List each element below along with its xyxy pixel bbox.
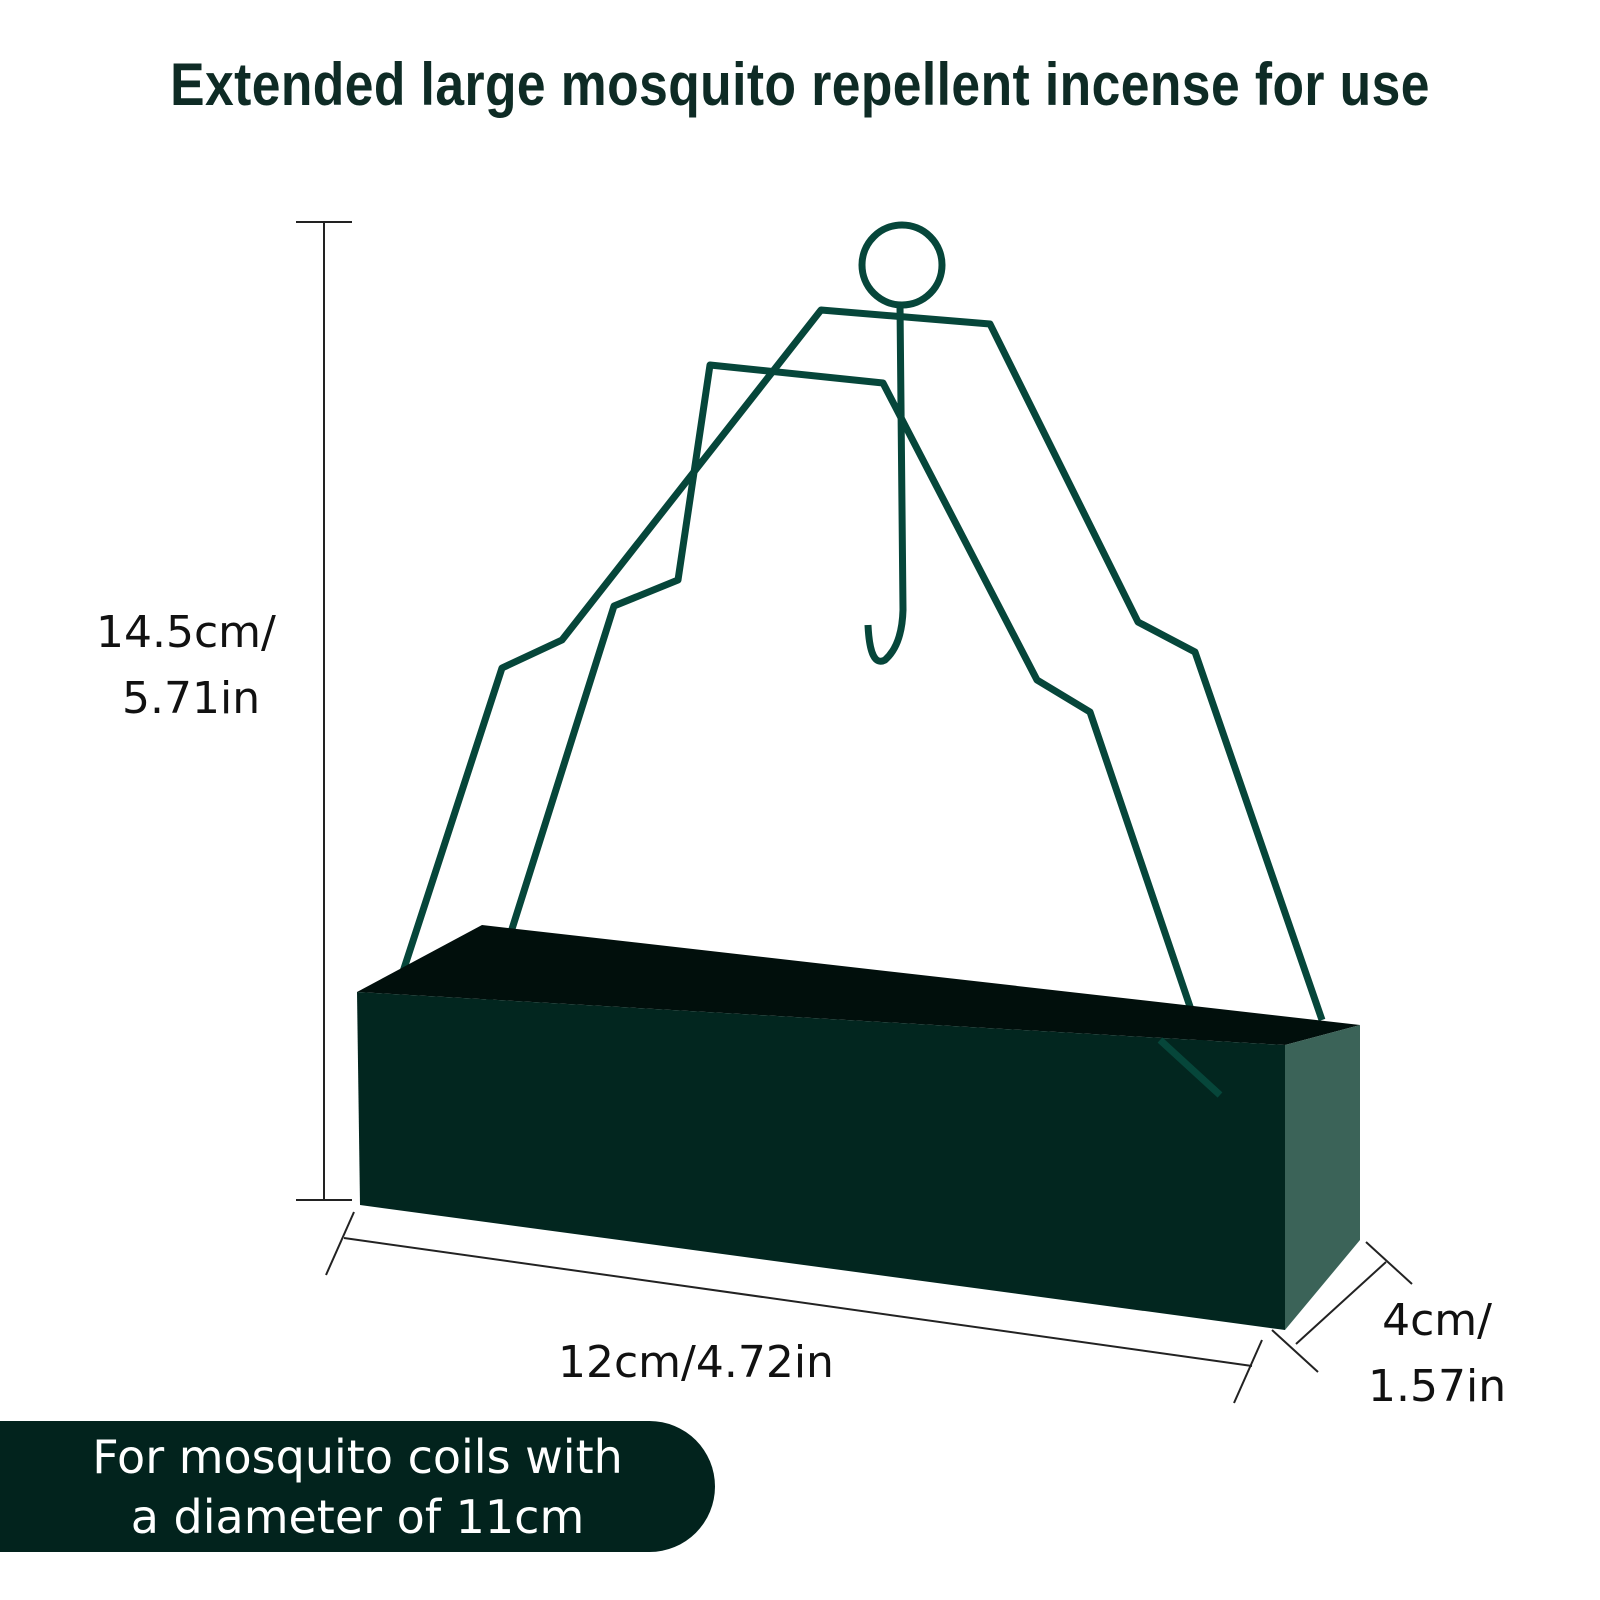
height-label: 14.5cm/ 5.71in	[96, 600, 276, 732]
depth-cm: 4cm/	[1382, 1295, 1492, 1346]
box-front	[357, 992, 1285, 1330]
outer-wire-frame	[393, 306, 1326, 1022]
inner-wire-frame	[484, 361, 1224, 1097]
depth-in: 1.57in	[1368, 1361, 1507, 1412]
depth-dimension-line	[1295, 1261, 1387, 1345]
depth-label: 4cm/ 1.57in	[1368, 1288, 1506, 1420]
hook	[864, 304, 907, 665]
width-label: 12cm/4.72in	[558, 1337, 834, 1388]
height-in: 5.71in	[122, 673, 261, 724]
coil-size-banner: For mosquito coils with a diameter of 11…	[0, 1421, 715, 1552]
banner-line-2: a diameter of 11cm	[130, 1490, 585, 1544]
box-side	[1285, 1025, 1360, 1330]
width-dimension-line	[343, 1237, 1253, 1367]
height-cm: 14.5cm/	[96, 607, 276, 658]
page-title: Extended large mosquito repellent incens…	[170, 51, 1430, 118]
incense-holder	[393, 221, 1326, 1097]
box-inner	[357, 925, 1360, 1045]
dimension-lines	[296, 221, 1413, 1404]
hanging-ring	[858, 221, 946, 309]
banner-line-1: For mosquito coils with	[92, 1430, 623, 1484]
